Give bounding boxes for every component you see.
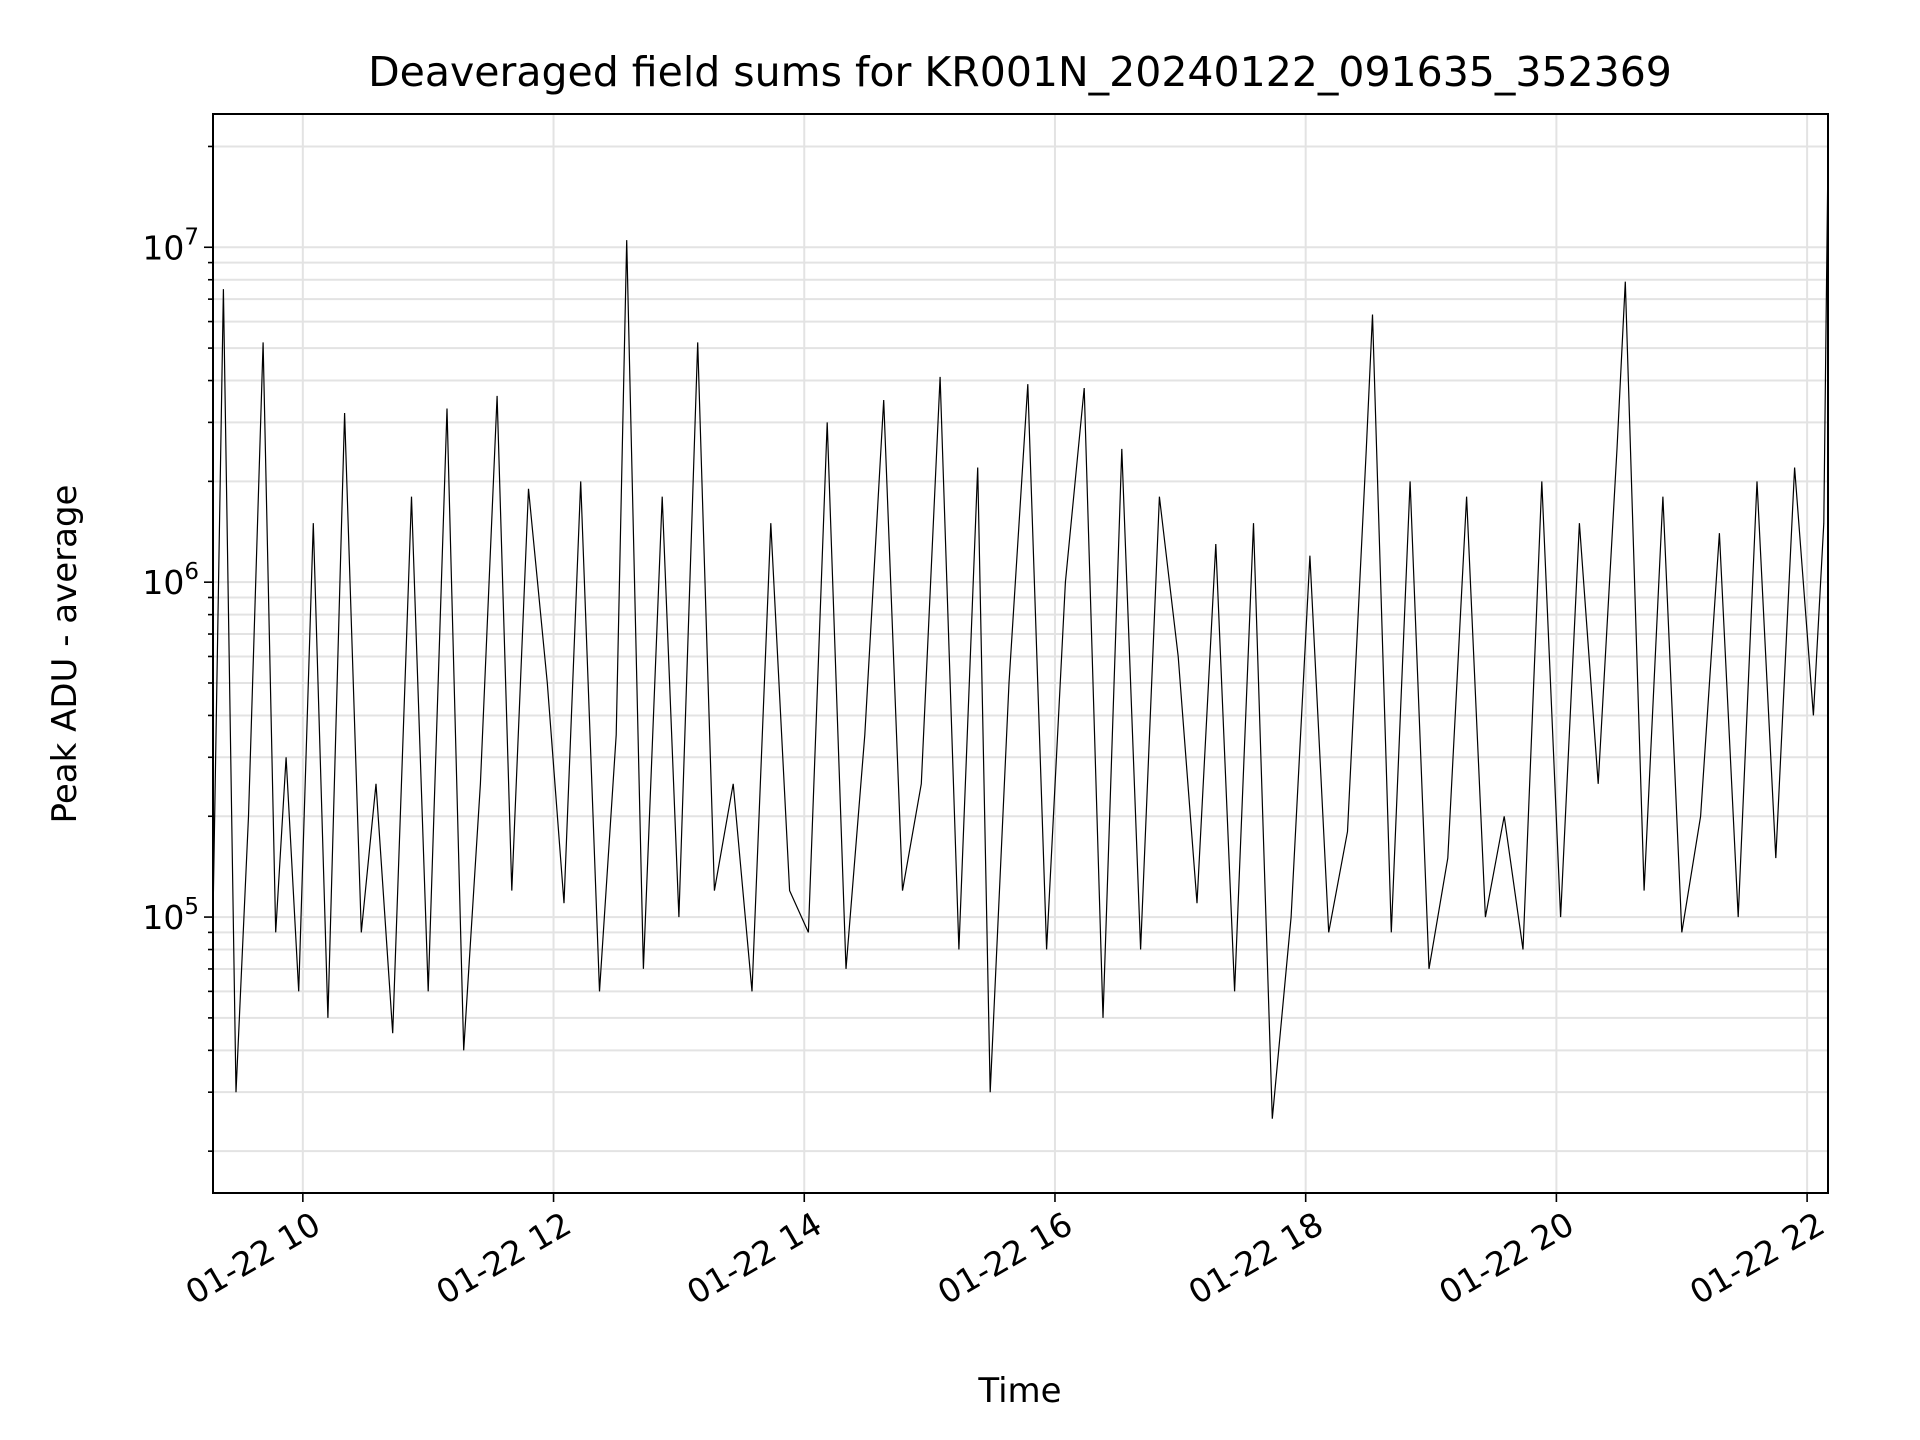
series-line — [212, 153, 1829, 1119]
y-tick-label: 106 — [142, 559, 199, 602]
x-tick-label: 01-22 22 — [1683, 1204, 1831, 1312]
y-tick-base: 10 — [142, 228, 184, 267]
y-tick-exponent: 6 — [184, 559, 199, 585]
x-tick-label: 01-22 18 — [1182, 1204, 1330, 1312]
y-tick-base: 10 — [142, 898, 184, 937]
x-tick-label: 01-22 16 — [931, 1204, 1079, 1312]
x-axis-label: Time — [977, 1371, 1061, 1411]
y-tick-exponent: 7 — [184, 224, 199, 250]
y-tick-label: 107 — [142, 224, 199, 267]
x-tick-label: 01-22 14 — [680, 1204, 828, 1312]
x-tick-label: 01-22 12 — [430, 1204, 578, 1312]
y-tick-label: 105 — [142, 894, 199, 937]
x-tick-label: 01-22 10 — [179, 1204, 327, 1312]
plot-frame — [212, 113, 1829, 1194]
y-tick-exponent: 5 — [184, 894, 199, 920]
y-axis-label: Peak ADU - average — [45, 485, 85, 824]
series-layer — [212, 153, 1829, 1119]
y-tick-base: 10 — [142, 563, 184, 602]
x-tick-label: 01-22 20 — [1432, 1204, 1580, 1312]
grid — [213, 114, 1828, 1193]
chart-title: Deaveraged field sums for KR001N_2024012… — [368, 48, 1672, 96]
